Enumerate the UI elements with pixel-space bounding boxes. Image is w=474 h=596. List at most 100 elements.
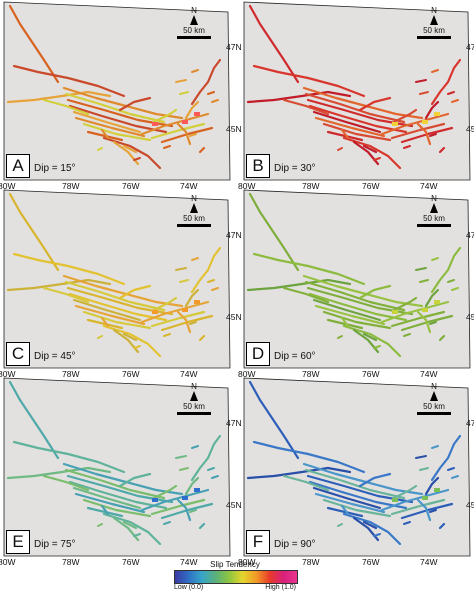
- fault-trace: [326, 318, 364, 330]
- scale-label: 50 km: [423, 402, 445, 411]
- fault-trace: [150, 122, 206, 140]
- fault-segment: [163, 521, 171, 525]
- fault-trace: [340, 504, 350, 516]
- fault-segment: [419, 91, 429, 95]
- fault-trace: [430, 246, 462, 294]
- fault-trace: [102, 136, 162, 170]
- fault-hotspot: [434, 300, 440, 304]
- fault-trace: [8, 4, 60, 84]
- fault-hotspot: [194, 488, 200, 492]
- scale-bar: [177, 36, 211, 39]
- north-arrow-and-scale: N 50 km: [174, 382, 214, 415]
- fault-trace: [308, 292, 408, 322]
- fault-trace: [68, 480, 168, 510]
- north-label: N: [431, 6, 437, 15]
- fault-trace: [82, 498, 152, 518]
- legend-title: Slip Tendency: [210, 560, 260, 569]
- fault-trace: [246, 466, 352, 480]
- fault-segment: [373, 345, 381, 349]
- fault-trace: [358, 472, 392, 488]
- fault-hotspot: [434, 488, 440, 492]
- map-background: [243, 377, 471, 557]
- fault-segment: [447, 467, 455, 471]
- map-panel-b: N 50 km B Dip = 30° 47N 45N 80W 78W 76W 74W: [238, 1, 474, 191]
- fault-segment: [133, 533, 141, 537]
- fault-trace: [342, 136, 402, 170]
- map-panel-a: N 50 km A Dip = 15° 47N 45N 80W 78W 76W 74W: [0, 1, 242, 191]
- longitude-label: 80W: [0, 557, 16, 567]
- fault-trace: [42, 98, 90, 116]
- map-panel-f: N 50 km F Dip = 90° 47N 45N 80W 78W 76W 74W: [238, 377, 474, 567]
- fault-trace: [400, 126, 454, 144]
- fault-segment: [429, 321, 437, 325]
- latitude-label: 47N: [466, 42, 474, 52]
- fault-trace: [358, 96, 392, 112]
- fault-trace: [342, 324, 402, 358]
- fault-trace: [118, 472, 152, 488]
- north-arrow-icon: [190, 203, 198, 213]
- fault-trace: [190, 434, 222, 482]
- longitude-label: 74W: [420, 181, 438, 191]
- fault-hotspot: [152, 498, 158, 502]
- latitude-label: 45N: [226, 312, 242, 322]
- legend-low-label: Low (0.0): [174, 584, 204, 591]
- fault-trace: [390, 498, 446, 516]
- map-background: [3, 1, 231, 181]
- latitude-label: 45N: [226, 500, 242, 510]
- fault-trace: [102, 512, 162, 546]
- fault-trace: [304, 468, 406, 500]
- fault-segment: [451, 99, 459, 103]
- fault-segment: [211, 287, 219, 291]
- fault-trace: [140, 300, 210, 324]
- fault-segment: [415, 79, 427, 83]
- north-label: N: [191, 6, 197, 15]
- fault-trace: [340, 316, 350, 328]
- fault-segment: [179, 467, 189, 471]
- fault-hotspot: [422, 120, 428, 124]
- fault-trace: [74, 304, 146, 326]
- fault-segment: [429, 509, 437, 513]
- fault-segment: [189, 133, 197, 137]
- fault-trace: [64, 92, 166, 124]
- fault-segment: [431, 69, 439, 73]
- fault-trace: [326, 506, 364, 518]
- fault-segment: [431, 257, 439, 261]
- fault-trace: [312, 110, 382, 134]
- fault-trace: [8, 380, 60, 460]
- fault-trace: [322, 498, 392, 518]
- fault-trace: [74, 492, 146, 514]
- fault-trace: [152, 296, 178, 312]
- longitude-label: 76W: [122, 557, 140, 567]
- fault-trace: [380, 112, 450, 136]
- latitude-label: 47N: [226, 418, 242, 428]
- longitude-label: 76W: [362, 181, 380, 191]
- fault-trace: [198, 146, 206, 154]
- fault-trace: [8, 192, 60, 272]
- fault-segment: [189, 321, 197, 325]
- dip-label: Dip = 30°: [274, 163, 316, 174]
- latitude-label: 45N: [226, 124, 242, 134]
- fault-trace: [438, 146, 446, 154]
- fault-segment: [337, 523, 343, 527]
- fault-trace: [248, 380, 300, 460]
- fault-trace: [160, 502, 214, 520]
- fault-segment: [175, 455, 187, 459]
- fault-trace: [42, 286, 90, 304]
- fault-trace: [198, 522, 206, 530]
- longitude-label: 74W: [420, 557, 438, 567]
- fault-segment: [447, 279, 455, 283]
- fault-trace: [150, 310, 206, 328]
- fault-trace: [6, 278, 112, 292]
- fault-trace: [140, 488, 210, 512]
- fault-segment: [211, 99, 219, 103]
- north-label: N: [191, 382, 197, 391]
- dip-label: Dip = 90°: [274, 539, 316, 550]
- fault-segment: [447, 91, 455, 95]
- fault-trace: [118, 284, 152, 300]
- fault-trace: [42, 474, 90, 492]
- fault-trace: [304, 92, 406, 124]
- fault-trace: [176, 310, 192, 334]
- map-canvas: [3, 377, 231, 557]
- fault-trace: [314, 492, 386, 514]
- fault-segment: [207, 467, 215, 471]
